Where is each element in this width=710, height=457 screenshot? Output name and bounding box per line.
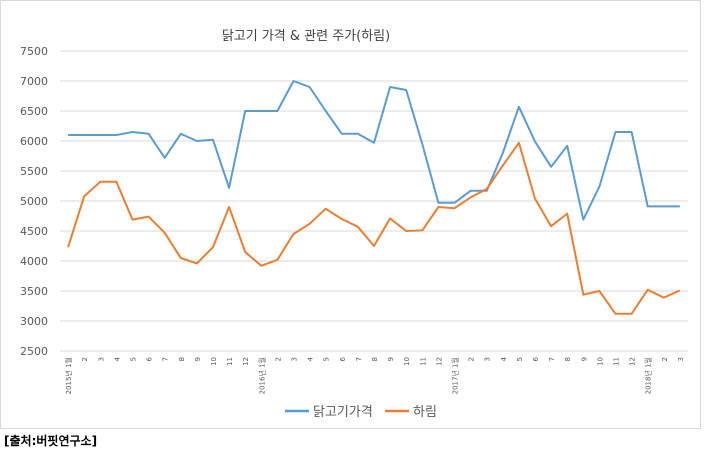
- x-tick-label: 2018년 1월: [644, 357, 653, 394]
- x-tick-label: 5: [129, 357, 137, 361]
- x-tick-label: 3: [484, 357, 492, 361]
- x-tick-label: 10: [403, 357, 411, 366]
- source-note: [출처:버핏연구소]: [4, 434, 98, 448]
- y-tick-label: 4000: [20, 255, 48, 268]
- x-tick-label: 7: [548, 357, 556, 361]
- x-tick-label: 2: [661, 357, 669, 361]
- series-line-harim: [67, 141, 681, 315]
- legend: 닭고기가격 하림: [285, 405, 437, 420]
- x-tick-label: 2: [81, 357, 89, 361]
- y-tick-label: 2500: [20, 345, 48, 358]
- gridlines: [60, 50, 688, 352]
- x-tick-label: 2: [274, 357, 282, 361]
- x-tick-label: 4: [307, 356, 315, 361]
- x-tick-label: 6: [532, 356, 540, 361]
- chart-title: 닭고기 가격 & 관련 주가(하림): [222, 29, 390, 44]
- y-tick-label: 6000: [20, 135, 48, 148]
- x-tick-label: 5: [516, 357, 524, 361]
- x-tick-label: 3: [677, 357, 685, 361]
- line-chart: 닭고기 가격 & 관련 주가(하림) 7500 7000 6500 6000 5500 5…: [0, 0, 701, 429]
- x-tick-label: 3: [97, 357, 105, 361]
- y-tick-label: 6500: [20, 105, 48, 118]
- x-tick-label: 4: [113, 356, 121, 361]
- x-tick-label: 11: [419, 357, 427, 366]
- x-tick-label: 2015년 1월: [64, 357, 73, 394]
- x-tick-label: 5: [323, 357, 331, 361]
- x-tick-label: 2016년 1월: [257, 357, 266, 394]
- x-tick-label: 11: [613, 357, 621, 366]
- y-tick-label: 3500: [20, 285, 48, 298]
- x-tick-label: 12: [242, 357, 250, 366]
- y-tick-label: 3000: [20, 315, 48, 328]
- x-tick-label: 9: [580, 357, 588, 361]
- y-tick-label: 5500: [20, 165, 48, 178]
- x-tick-label: 9: [194, 357, 202, 361]
- y-tick-label: 7000: [20, 75, 48, 88]
- x-tick-label: 4: [500, 356, 508, 361]
- x-tick-label: 12: [435, 357, 443, 366]
- x-tick-label: 10: [596, 357, 604, 366]
- x-tick-label: 9: [387, 357, 395, 361]
- x-tick-label: 2017년 1월: [451, 357, 460, 394]
- x-tick-label: 8: [371, 357, 379, 361]
- y-tick-label: 5000: [20, 195, 48, 208]
- y-axis-tick-labels: 7500 7000 6500 6000 5500 5000 4500 4000 3500 3000…: [20, 45, 48, 358]
- x-axis-tick-labels: 2015년 1월 2 3 4 5 6 7 8 9 10 11 12 2016년 1월 2 3 4 5 6 7 8 9 10…: [64, 356, 685, 394]
- y-tick-label: 7500: [20, 45, 48, 58]
- y-tick-label: 4500: [20, 225, 48, 238]
- x-tick-label: 2: [468, 357, 476, 361]
- x-tick-label: 3: [290, 357, 298, 361]
- legend-label: 하림: [413, 405, 437, 420]
- legend-label: 닭고기가격: [313, 405, 373, 420]
- x-tick-label: 7: [162, 357, 170, 361]
- chart-border: [0, 0, 701, 429]
- x-tick-label: 6: [146, 356, 154, 361]
- x-tick-label: 11: [226, 357, 234, 366]
- series-line-chicken-price: [68, 80, 680, 221]
- series-lines: [67, 80, 681, 315]
- x-tick-label: 7: [355, 357, 363, 361]
- chart-frame: 닭고기 가격 & 관련 주가(하림) 7500 7000 6500 6000 5500 5…: [0, 0, 701, 429]
- x-tick-label: 6: [339, 356, 347, 361]
- x-tick-label: 10: [210, 357, 218, 366]
- x-tick-label: 8: [178, 357, 186, 361]
- x-tick-label: 12: [629, 357, 637, 366]
- x-tick-label: 8: [564, 357, 572, 361]
